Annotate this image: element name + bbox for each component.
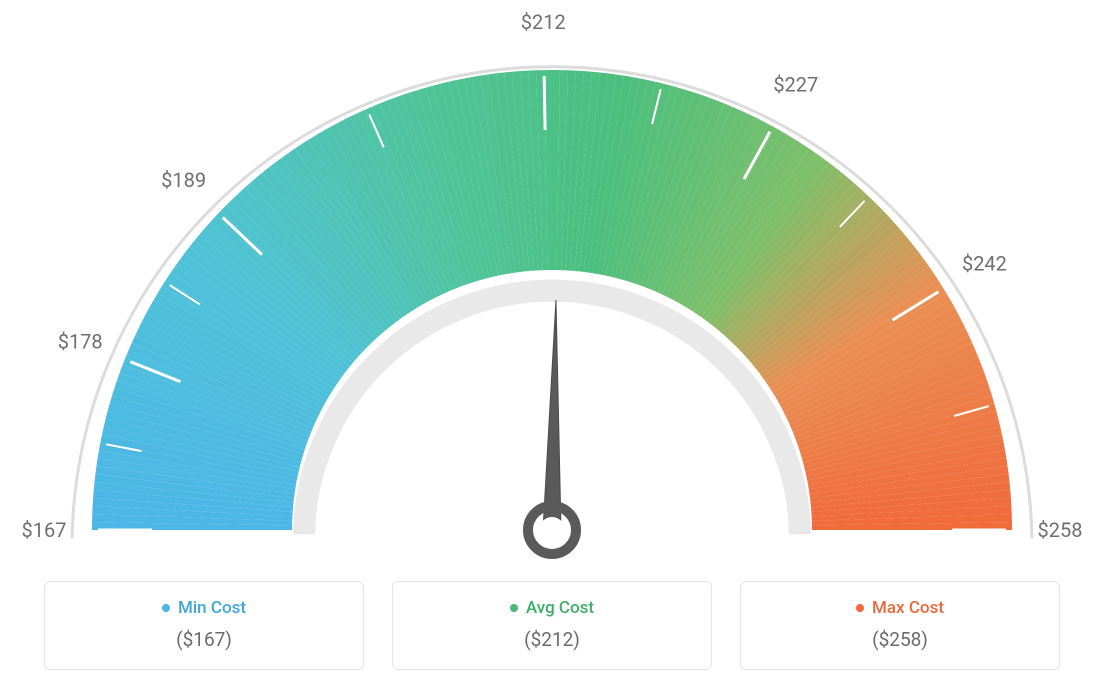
- tick-label: $189: [161, 168, 206, 192]
- tick-label: $212: [521, 10, 566, 34]
- legend-card-avg: Avg Cost ($212): [392, 581, 712, 670]
- dot-icon: [510, 604, 518, 612]
- gauge-svg: $167 $178 $189 $212 $227 $242 $258: [0, 0, 1104, 560]
- dot-icon: [856, 604, 864, 612]
- legend-value-min: ($167): [65, 628, 343, 651]
- legend-value-avg: ($212): [413, 628, 691, 651]
- tick-label: $178: [58, 330, 103, 354]
- legend-label-avg: Avg Cost: [526, 598, 594, 618]
- legend-value-max: ($258): [761, 628, 1039, 651]
- cost-gauge: $167 $178 $189 $212 $227 $242 $258: [0, 0, 1104, 560]
- gauge-needle: [543, 300, 561, 530]
- tick-label: $258: [1038, 518, 1083, 542]
- dot-icon: [162, 604, 170, 612]
- legend-card-min: Min Cost ($167): [44, 581, 364, 670]
- tick-label: $227: [773, 72, 818, 96]
- tick-label: $242: [962, 251, 1007, 275]
- legend-row: Min Cost ($167) Avg Cost ($212) Max Cost…: [0, 581, 1104, 670]
- tick-label: $167: [22, 518, 67, 542]
- legend-label-min: Min Cost: [178, 598, 246, 618]
- legend-card-max: Max Cost ($258): [740, 581, 1060, 670]
- legend-label-max: Max Cost: [872, 598, 944, 618]
